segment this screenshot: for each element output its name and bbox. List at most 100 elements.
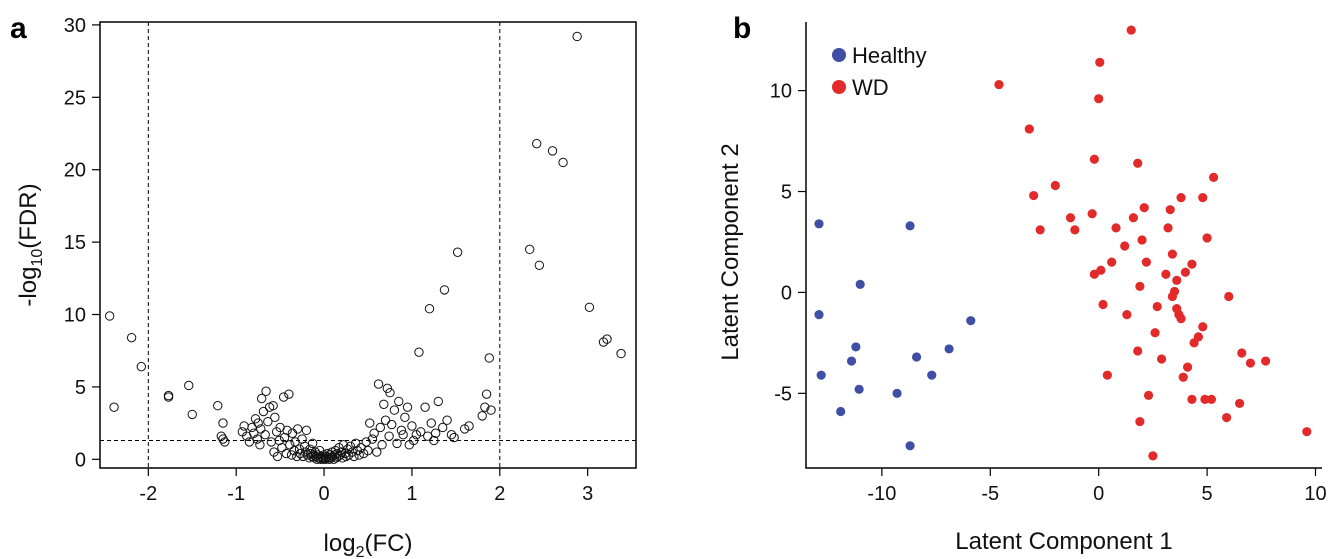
wd-point: [1035, 225, 1045, 235]
wd-point: [1198, 322, 1208, 332]
x-tick-label: -10: [867, 483, 896, 505]
legend-healthy-marker: [832, 48, 846, 62]
volcano-point: [295, 448, 306, 459]
latent-points: [814, 25, 1312, 461]
volcano-point: [424, 304, 435, 314]
volcano-point: [375, 422, 386, 433]
volcano-point: [486, 405, 496, 415]
y-tick-label: 5: [781, 182, 792, 204]
volcano-point: [430, 428, 441, 438]
volcano-point: [408, 435, 419, 446]
volcano-point: [385, 388, 395, 398]
y-tick-label: 20: [64, 160, 86, 182]
volcano-point: [218, 418, 228, 428]
wd-point: [1143, 390, 1154, 400]
volcano-point: [184, 380, 194, 391]
volcano-point: [307, 438, 318, 449]
volcano-point: [278, 392, 289, 402]
volcano-point: [416, 427, 426, 437]
volcano-point: [414, 347, 424, 357]
wd-point: [1137, 235, 1147, 245]
healthy-point: [892, 388, 902, 398]
wd-point: [1135, 416, 1145, 427]
volcano-point: [213, 401, 223, 411]
wd-point: [1122, 310, 1132, 320]
volcano-point: [584, 302, 595, 312]
wd-point: [1098, 299, 1108, 310]
volcano-point: [367, 434, 378, 444]
wd-point: [1237, 348, 1247, 358]
wd-point: [1224, 291, 1234, 302]
volcano-point: [480, 402, 490, 412]
volcano-point: [261, 386, 271, 396]
volcano-point: [616, 348, 626, 359]
y-tick-label: 25: [64, 87, 86, 109]
wd-point: [1102, 370, 1112, 380]
volcano-point: [420, 402, 430, 412]
healthy-point: [905, 221, 915, 231]
volcano-point: [218, 434, 228, 444]
wd-point: [1169, 286, 1180, 297]
wd-point: [1172, 275, 1182, 285]
volcano-y-axis-title-subscript: 10: [29, 249, 46, 267]
wd-point: [1182, 362, 1193, 372]
wd-point: [1148, 451, 1158, 461]
y-tick-label: 10: [64, 305, 86, 327]
wd-point: [1245, 358, 1256, 368]
y-tick-label: 5: [75, 377, 86, 399]
healthy-point: [927, 370, 937, 380]
wd-point: [1024, 124, 1034, 134]
volcano-point: [484, 353, 494, 363]
wd-point: [1141, 257, 1151, 267]
wd-point: [1156, 354, 1167, 364]
volcano-point: [268, 401, 278, 411]
panel-b-letter: b: [733, 12, 751, 45]
healthy-point: [905, 441, 915, 451]
x-tick-label: -1: [227, 483, 245, 505]
wd-point: [1065, 213, 1076, 223]
volcano-point: [281, 448, 291, 459]
x-tick-label: 0: [319, 483, 330, 505]
volcano-point: [392, 438, 402, 449]
volcano-point: [464, 421, 474, 431]
healthy-point: [911, 352, 922, 362]
volcano-point: [558, 157, 568, 168]
volcano-point: [377, 440, 387, 450]
legend-healthy-label: Healthy: [852, 43, 927, 68]
wd-point: [1087, 209, 1097, 219]
volcano-point: [400, 412, 410, 423]
x-tick-label: 2: [494, 483, 505, 505]
x-tick-label: -5: [981, 483, 999, 505]
volcano-point: [343, 450, 354, 460]
volcano-point: [365, 418, 375, 428]
volcano-point: [256, 393, 267, 404]
wd-point: [994, 79, 1004, 90]
x-tick-label: 0: [1093, 483, 1104, 505]
volcano-point: [220, 437, 230, 447]
healthy-point: [855, 279, 865, 289]
volcano-point: [380, 415, 391, 425]
wd-point: [1126, 25, 1136, 35]
volcano-point: [361, 437, 371, 447]
wd-point: [1094, 94, 1104, 104]
volcano-point: [352, 445, 363, 456]
wd-point: [1261, 356, 1271, 366]
healthy-point: [816, 370, 826, 380]
wd-point: [1095, 57, 1105, 67]
wd-point: [1167, 249, 1178, 259]
volcano-point: [260, 429, 270, 440]
x-tick-label: 5: [1202, 483, 1213, 505]
volcano-point: [187, 409, 197, 420]
volcano-point: [442, 415, 452, 425]
healthy-point: [944, 344, 954, 354]
volcano-point: [524, 244, 535, 255]
wd-point: [1111, 223, 1121, 233]
wd-point: [1089, 154, 1099, 164]
healthy-point: [814, 219, 824, 229]
wd-point: [1206, 394, 1217, 404]
wd-point: [1187, 259, 1197, 269]
y-tick-label: 0: [75, 449, 86, 471]
volcano-point: [477, 411, 487, 421]
volcano-point: [547, 146, 558, 156]
volcano-point: [572, 31, 582, 42]
